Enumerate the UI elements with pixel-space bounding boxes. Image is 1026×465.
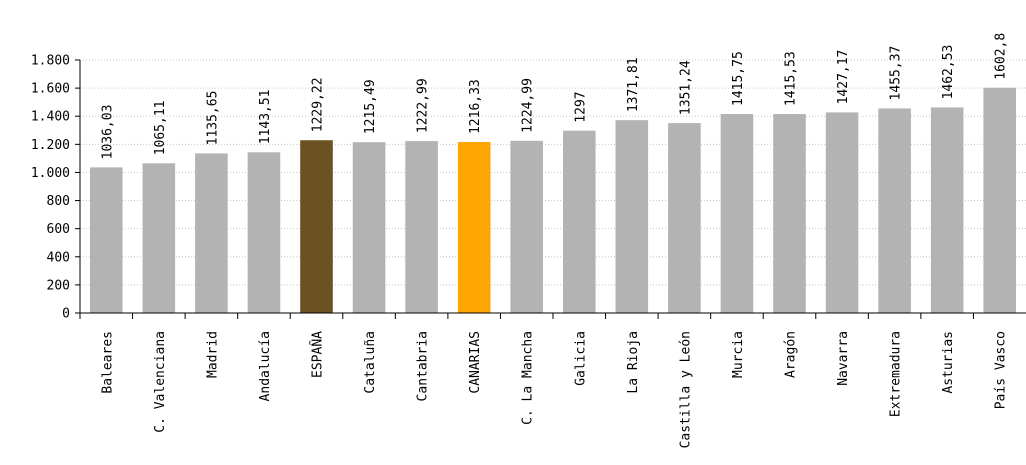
value-label: 1427,17 <box>836 50 851 105</box>
y-tick-label: 1.000 <box>31 166 70 181</box>
bar <box>405 141 438 313</box>
category-label: Navarra <box>836 331 851 386</box>
bar <box>878 108 911 313</box>
category-label: C. La Mancha <box>521 331 536 425</box>
value-label: 1215,49 <box>363 79 378 134</box>
bar <box>247 152 281 313</box>
value-label: 1135,65 <box>205 91 220 146</box>
bar <box>352 142 386 313</box>
y-tick-label: 0 <box>62 307 70 322</box>
bar <box>510 140 544 313</box>
bars <box>89 87 1017 314</box>
y-tick-label: 200 <box>47 278 70 293</box>
category-label: Cataluña <box>363 331 378 394</box>
bar <box>457 142 491 313</box>
category-label: ESPAÑA <box>310 331 326 378</box>
category-label: Andalucía <box>258 331 273 401</box>
category-label: Asturias <box>941 331 956 394</box>
category-label: La Rioja <box>626 331 641 394</box>
bar <box>773 114 806 313</box>
y-tick-label: 1.600 <box>31 82 70 97</box>
y-tick-label: 600 <box>47 222 70 237</box>
category-label: Madrid <box>205 331 220 378</box>
category-label: Cantabria <box>416 331 431 401</box>
bar <box>825 112 859 314</box>
y-tick-label: 800 <box>47 194 70 209</box>
category-label: País Vasco <box>994 331 1009 409</box>
value-label: 1036,03 <box>100 105 115 160</box>
axes <box>75 59 1026 319</box>
value-label: 1229,22 <box>311 77 326 132</box>
bar <box>300 140 333 313</box>
y-tick-label: 1.800 <box>31 54 70 69</box>
value-label: 1415,53 <box>784 51 799 106</box>
bar <box>615 120 649 314</box>
category-label: C. Valenciana <box>153 331 168 433</box>
bar <box>562 130 596 313</box>
value-label: 1224,99 <box>521 78 536 133</box>
value-label: 1371,81 <box>626 57 641 112</box>
y-tick-label: 400 <box>47 250 70 265</box>
category-label: Murcia <box>731 331 746 378</box>
value-label: 1143,51 <box>258 89 273 144</box>
bar <box>720 114 754 313</box>
category-label: Aragón <box>784 331 799 378</box>
bar <box>142 163 176 313</box>
labels: 0 200 400 600 800 1.000 1.200 1.400 1.600 1.800 10… <box>31 33 1009 449</box>
bar <box>983 87 1017 313</box>
value-label: 1065,11 <box>153 100 168 155</box>
bar <box>668 123 701 313</box>
value-label: 1216,33 <box>468 79 483 134</box>
category-label: CANARIAS <box>468 331 483 394</box>
bar <box>89 167 123 313</box>
category-label: Galicia <box>573 331 588 386</box>
y-tick-label: 1.400 <box>31 110 70 125</box>
category-label: Baleares <box>100 331 115 394</box>
bar <box>930 107 964 313</box>
category-label: Extremadura <box>889 331 904 417</box>
value-label: 1222,99 <box>416 78 431 133</box>
value-label: 1602,8 <box>994 33 1009 80</box>
value-label: 1297 <box>573 91 588 122</box>
value-label: 1351,24 <box>678 60 693 115</box>
value-label: 1415,75 <box>731 51 746 106</box>
bar <box>195 153 228 313</box>
y-tick-label: 1.200 <box>31 138 70 153</box>
value-label: 1462,53 <box>941 45 956 100</box>
value-label: 1455,37 <box>889 46 904 101</box>
category-label: Castilla y León <box>678 331 693 448</box>
